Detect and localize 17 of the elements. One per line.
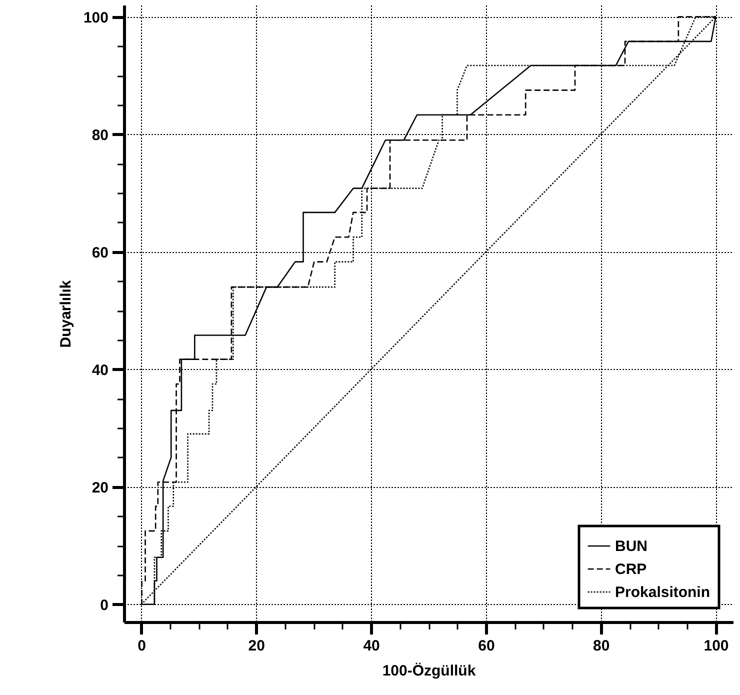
y-axis-title: Duyarlılık — [57, 280, 74, 348]
x-axis-title: 100-Özgüllük — [382, 662, 476, 680]
x-tick-label: 80 — [593, 638, 610, 654]
y-tick-label: 20 — [92, 479, 108, 496]
y-tick-label: 100 — [83, 9, 108, 26]
y-tick-label: 0 — [100, 596, 108, 614]
legend-label: Prokalsitonin — [615, 584, 710, 601]
x-tick-label: 100 — [704, 638, 729, 654]
x-tick-label: 60 — [478, 638, 495, 654]
x-tick-label: 20 — [248, 638, 265, 654]
y-tick-label: 40 — [92, 362, 108, 379]
legend-label: BUN — [615, 538, 648, 555]
x-tick-label: 40 — [363, 638, 380, 654]
y-tick-label: 60 — [92, 244, 108, 262]
legend-label: CRP — [615, 561, 647, 578]
x-tick-label: 0 — [138, 638, 146, 654]
y-tick-label: 80 — [92, 126, 108, 144]
